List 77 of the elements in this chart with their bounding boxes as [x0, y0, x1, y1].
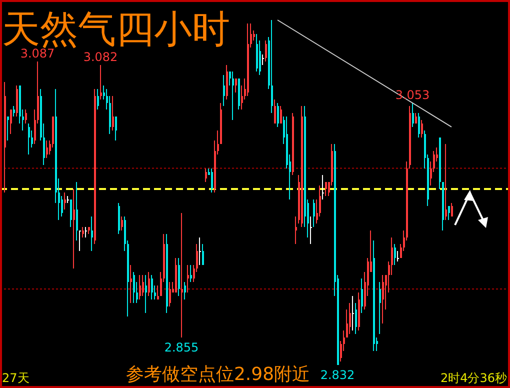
candlestick: [274, 98, 276, 124]
candlestick: [445, 144, 447, 221]
candlestick: [202, 244, 204, 266]
candlestick: [313, 198, 315, 228]
text: 2时4分36秒: [440, 371, 507, 385]
candlestick: [319, 185, 321, 218]
candlestick: [397, 250, 399, 262]
annotation: 2.855: [164, 340, 199, 354]
candlestick: [277, 102, 279, 128]
candlestick: [100, 64, 102, 100]
candlestick: [322, 174, 324, 200]
candlestick: [421, 120, 423, 138]
candlestick: [49, 140, 51, 156]
candlestick: [169, 282, 171, 307]
candlestick: [10, 109, 12, 134]
candlestick: [28, 122, 30, 156]
annotation: 参考做空点位2.98附近: [126, 364, 310, 385]
candlestick: [232, 71, 234, 121]
candlestick: [145, 274, 147, 314]
candlestick: [148, 271, 150, 296]
candlestick: [184, 282, 186, 300]
candlestick: [451, 202, 453, 218]
candlestick: [199, 236, 201, 266]
candlestick: [25, 109, 27, 124]
candlestick: [7, 116, 9, 142]
candlestick: [415, 112, 417, 124]
candlestick: [79, 230, 81, 252]
candlestick: [13, 106, 15, 118]
candlestick: [223, 74, 225, 107]
candlestick: [295, 216, 297, 245]
candlestick: [64, 192, 66, 210]
candlestick: [157, 285, 159, 300]
candlestick: [76, 182, 78, 242]
candlestick: [73, 188, 75, 269]
candlestick: [91, 216, 93, 252]
candlestick: [61, 195, 63, 218]
candlestick: [139, 274, 141, 300]
candlestick: [262, 54, 264, 66]
candlestick: [46, 140, 48, 158]
candlestick: [151, 274, 153, 300]
candlestick: [112, 95, 114, 131]
candlestick: [391, 236, 393, 276]
candlestick: [31, 130, 33, 148]
candlestick: [115, 116, 117, 142]
candlestick: [130, 264, 132, 304]
candlestick: [280, 106, 282, 124]
candlestick: [265, 40, 267, 62]
candlestick: [412, 102, 414, 128]
candlestick: [142, 274, 144, 296]
candlestick: [205, 168, 207, 183]
candlestick: [361, 278, 363, 314]
candlestick: [418, 112, 420, 138]
candlestick: [382, 274, 384, 324]
candlestick: [355, 302, 357, 334]
candlestick: [394, 244, 396, 266]
candlestick: [133, 271, 135, 304]
candlestick: [70, 198, 72, 228]
candlestick: [97, 88, 99, 110]
candlestick: [448, 206, 450, 221]
candlestick: [310, 216, 312, 245]
candlestick: [235, 78, 237, 93]
text: 27天: [2, 371, 30, 385]
candlestick: [259, 40, 261, 76]
candlestick: [190, 264, 192, 283]
candlestick: [211, 168, 213, 193]
candlestick: [379, 282, 381, 334]
candlestick: [271, 20, 273, 114]
candlestick: [121, 216, 123, 231]
candlestick: [352, 295, 354, 331]
annotation: 2.832: [320, 368, 355, 382]
candlestick: [82, 226, 84, 238]
candlestick: [325, 182, 327, 196]
candlestick: [187, 264, 189, 293]
annotation: 3.082: [83, 50, 118, 64]
candlestick: [85, 226, 87, 238]
candlestick: [181, 212, 183, 338]
candlestick: [349, 302, 351, 334]
